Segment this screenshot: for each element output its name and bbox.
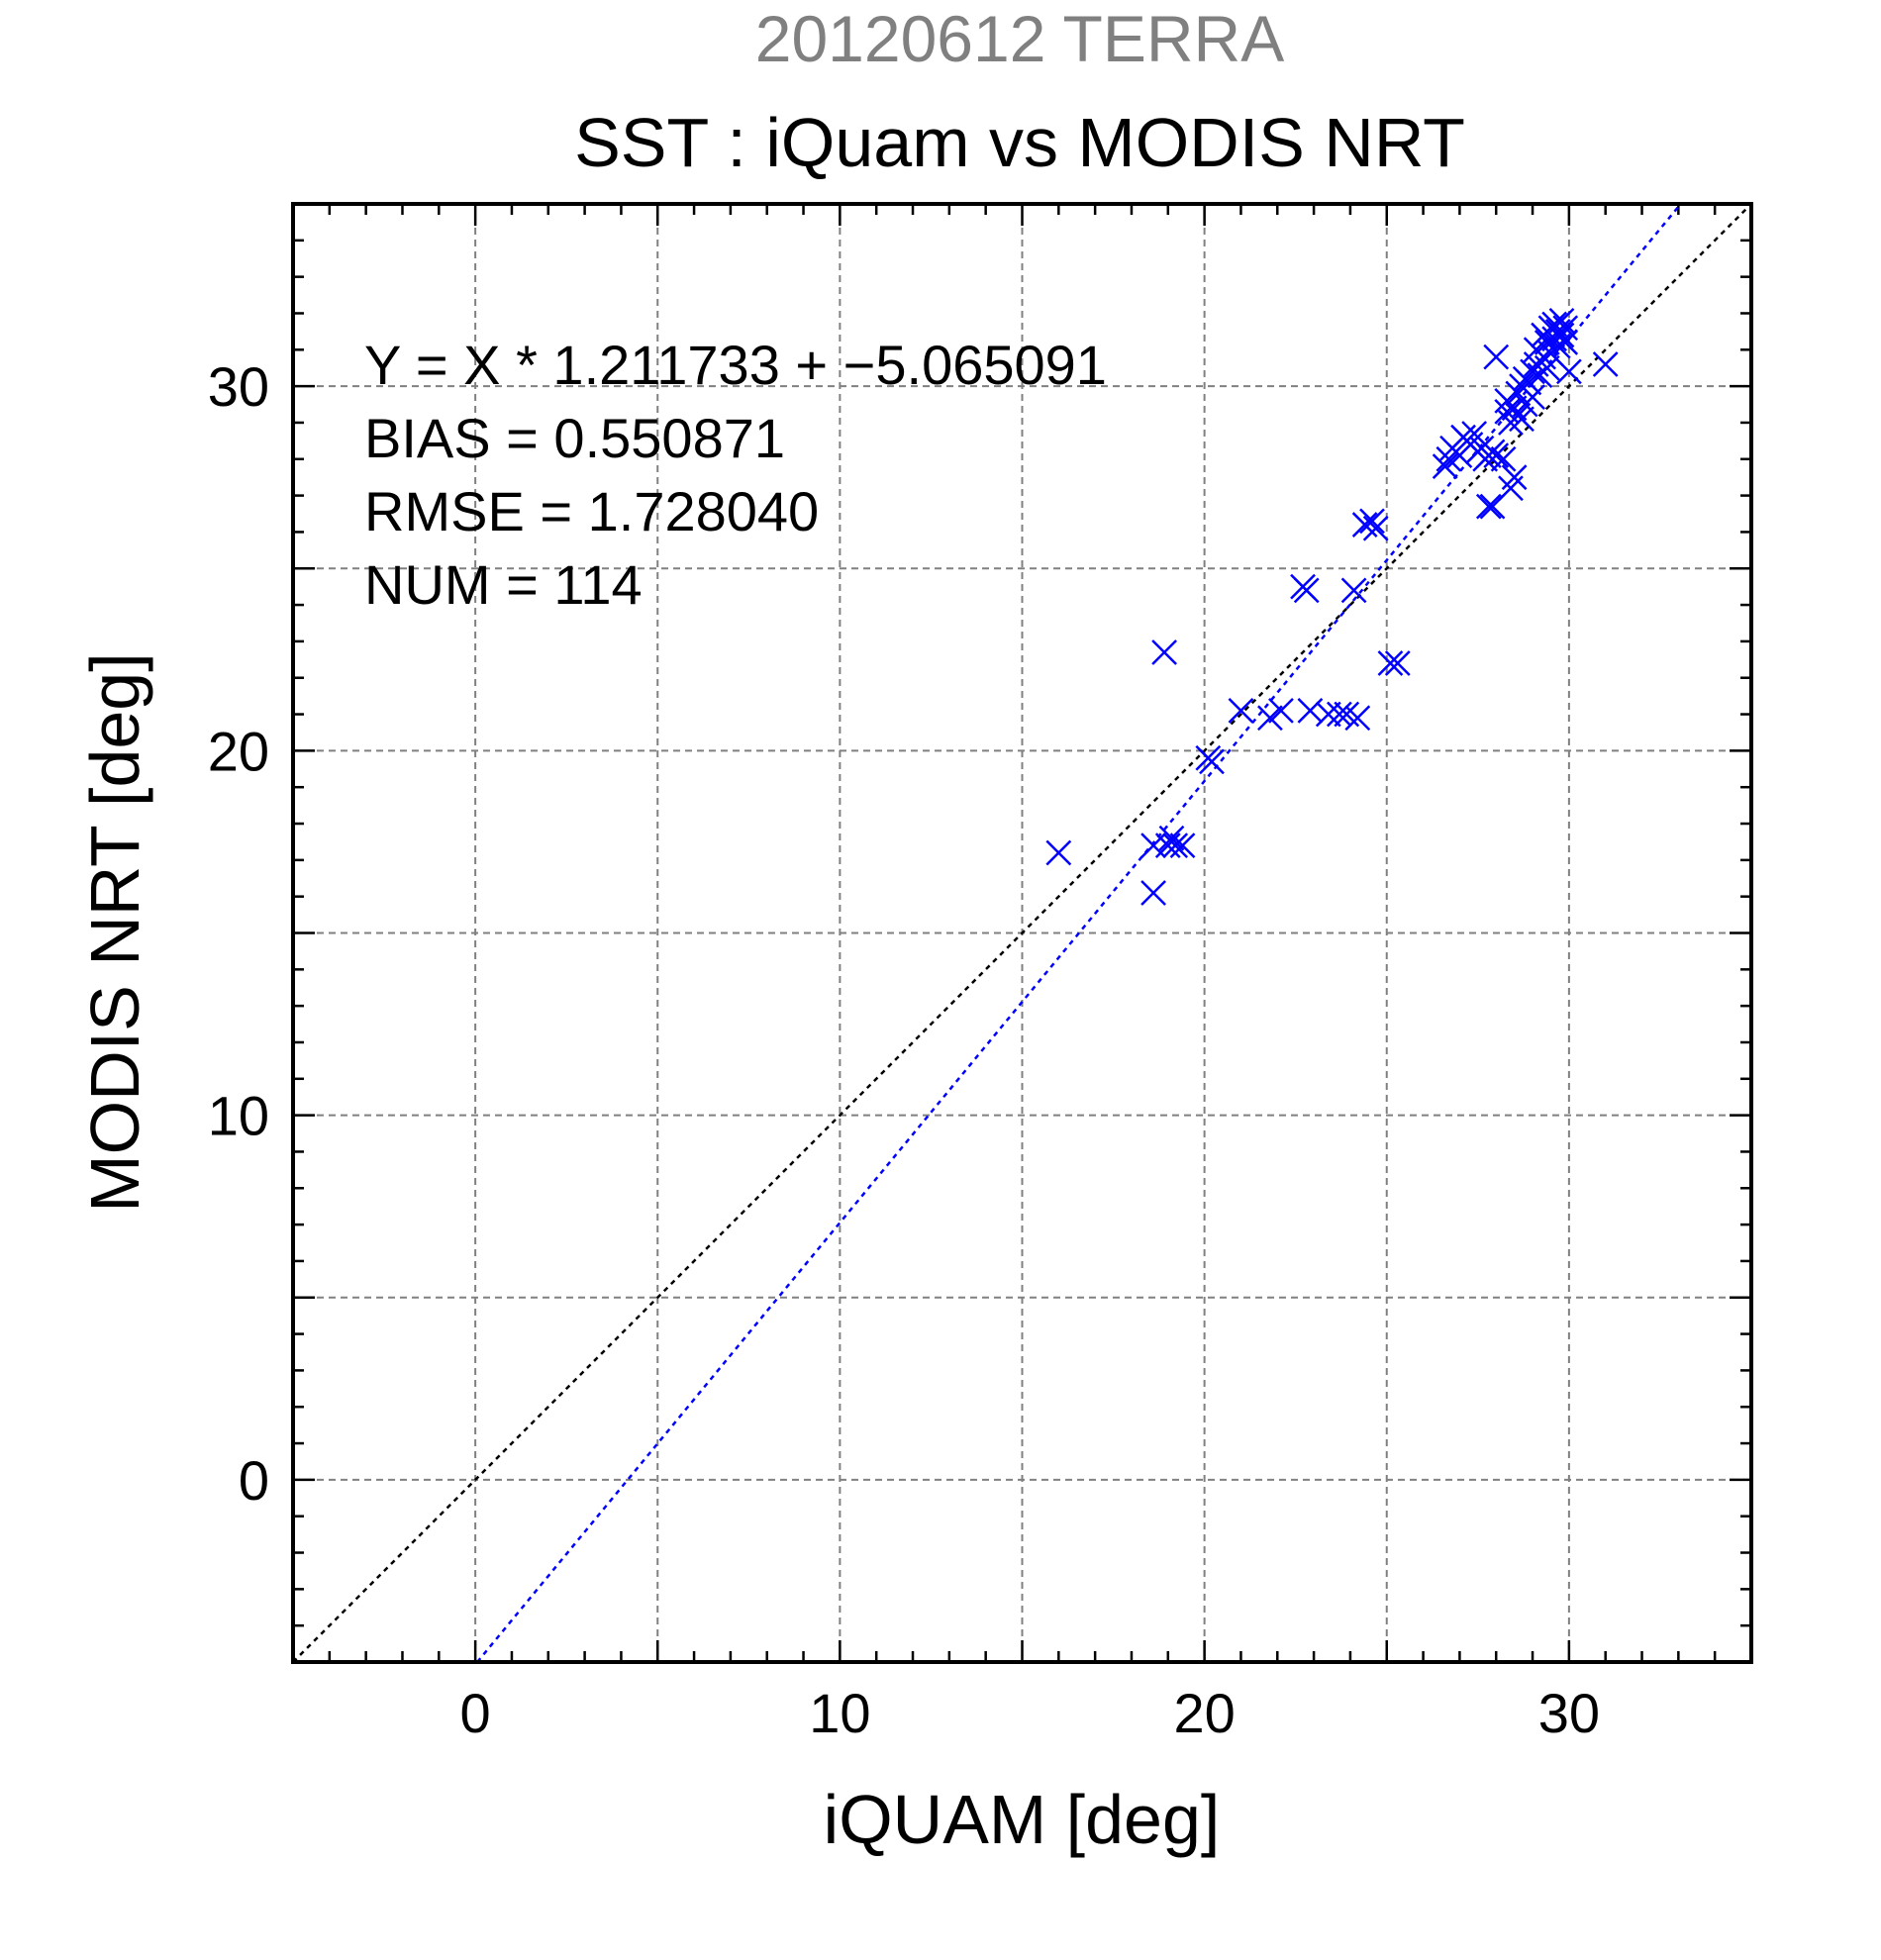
data-point	[1162, 833, 1189, 859]
chart-supertitle: 20120612 TERRA	[755, 2, 1284, 75]
x-axis-label: iQUAM [deg]	[824, 1781, 1221, 1858]
data-point	[1483, 343, 1510, 370]
data-point	[1384, 650, 1411, 676]
data-point	[1344, 705, 1371, 732]
data-point	[1140, 833, 1166, 859]
chart-title: SST : iQuam vs MODIS NRT	[574, 104, 1465, 181]
data-point	[1483, 442, 1510, 468]
data-point	[1151, 639, 1178, 665]
data-point	[1293, 577, 1320, 604]
y-tick-labels: 0 10 20 30	[208, 355, 269, 1512]
data-point	[1501, 464, 1528, 491]
data-point	[1490, 445, 1517, 472]
data-point	[1315, 701, 1341, 728]
data-points	[1045, 307, 1619, 906]
data-point	[1228, 697, 1254, 724]
plot-frame	[291, 202, 1753, 1664]
data-point	[1045, 839, 1072, 866]
data-point	[1475, 493, 1502, 520]
stats-fit-equation: Y = X * 1.211733 + −5.065091	[364, 334, 1107, 396]
data-point	[1362, 515, 1389, 541]
data-point	[1548, 307, 1575, 334]
x-tick-label: 20	[1173, 1682, 1235, 1744]
data-point	[1432, 453, 1458, 480]
stats-num: NUM = 114	[364, 553, 643, 616]
y-tick-label: 10	[208, 1085, 269, 1147]
data-point	[1377, 650, 1404, 676]
data-point	[1552, 330, 1579, 355]
data-point	[1340, 577, 1367, 604]
data-point	[1509, 406, 1534, 433]
plot-area	[293, 204, 1751, 1662]
identity-line	[293, 204, 1751, 1662]
grid-lines	[293, 204, 1751, 1662]
y-axis-label: MODIS NRT [deg]	[76, 652, 153, 1212]
data-point	[1534, 354, 1560, 381]
stats-bias: BIAS = 0.550871	[364, 407, 785, 469]
data-point	[1268, 697, 1294, 724]
x-tick-label: 10	[809, 1682, 870, 1744]
data-point	[1169, 833, 1196, 859]
data-point	[1359, 508, 1385, 535]
y-tick-label: 0	[239, 1449, 269, 1512]
data-point	[1297, 697, 1324, 724]
data-point	[1140, 880, 1166, 906]
data-point	[1592, 351, 1619, 377]
y-tick-label: 30	[208, 355, 269, 418]
data-point	[1158, 825, 1185, 851]
stats-rmse: RMSE = 1.728040	[364, 480, 819, 542]
x-tick-labels: 0 10 20 30	[460, 1682, 1600, 1744]
x-tick-label: 30	[1538, 1682, 1600, 1744]
data-point	[1257, 705, 1283, 732]
y-tick-label: 20	[208, 720, 269, 782]
data-point	[1199, 748, 1225, 775]
stats-annotation: Y = X * 1.211733 + −5.065091 BIAS = 0.55…	[364, 334, 1107, 616]
data-point	[1555, 358, 1582, 385]
data-point	[1520, 384, 1545, 411]
x-tick-label: 0	[460, 1682, 491, 1744]
